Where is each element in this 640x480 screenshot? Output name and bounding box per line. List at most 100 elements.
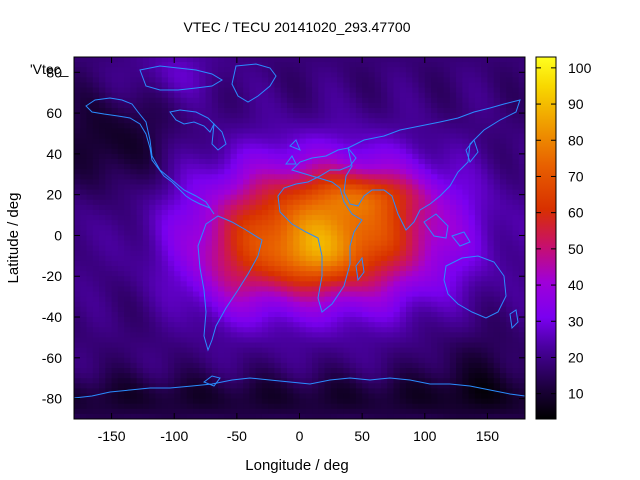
heatmap-cell <box>368 393 376 400</box>
heatmap-cell <box>174 327 182 333</box>
heatmap-cell <box>299 230 307 237</box>
heatmap-cell <box>518 281 525 288</box>
heatmap-cell <box>205 174 213 180</box>
heatmap-cell <box>362 220 369 226</box>
heatmap-cell <box>499 204 507 211</box>
heatmap-cell <box>193 245 200 252</box>
heatmap-cell <box>393 276 401 282</box>
heatmap-cell <box>74 403 81 410</box>
heatmap-cell <box>286 357 294 364</box>
heatmap-cell <box>387 169 395 175</box>
heatmap-cell <box>193 362 200 369</box>
heatmap-cell <box>431 184 438 191</box>
heatmap-cell <box>142 225 150 231</box>
heatmap-cell <box>142 281 150 288</box>
heatmap-cell <box>205 250 213 257</box>
heatmap-cell <box>312 240 319 247</box>
heatmap-cell <box>230 209 238 216</box>
heatmap-cell <box>230 322 238 328</box>
heatmap-cell <box>136 143 144 150</box>
heatmap-cell <box>236 174 244 180</box>
heatmap-cell <box>324 194 332 201</box>
heatmap-cell <box>380 286 388 293</box>
heatmap-cell <box>180 235 188 242</box>
heatmap-cell <box>167 398 175 405</box>
heatmap-cell <box>161 266 169 272</box>
heatmap-cell <box>380 393 388 400</box>
heatmap-cell <box>205 215 213 221</box>
heatmap-cell <box>355 322 363 328</box>
heatmap-cell <box>449 388 457 395</box>
heatmap-cell <box>468 286 476 293</box>
heatmap-cell <box>405 230 413 237</box>
heatmap-cell <box>243 245 250 252</box>
heatmap-cell <box>293 393 301 400</box>
heatmap-cell <box>186 352 194 359</box>
heatmap-cell <box>236 209 244 216</box>
heatmap-cell <box>92 72 100 78</box>
heatmap-cell <box>286 169 294 175</box>
heatmap-cell <box>130 87 138 94</box>
heatmap-cell <box>418 138 426 145</box>
heatmap-cell <box>462 296 470 303</box>
heatmap-cell <box>261 199 269 206</box>
heatmap-cell <box>443 77 451 84</box>
heatmap-cell <box>318 342 326 349</box>
heatmap-cell <box>211 133 219 140</box>
heatmap-cell <box>236 393 244 400</box>
heatmap-cell <box>449 62 457 68</box>
heatmap-cell <box>481 317 489 323</box>
heatmap-cell <box>399 97 407 104</box>
heatmap-cell <box>387 281 395 288</box>
heatmap-cell <box>161 194 169 201</box>
heatmap-cell <box>318 143 326 150</box>
heatmap-cell <box>437 332 445 339</box>
heatmap-cell <box>355 67 363 73</box>
heatmap-cell <box>293 118 301 124</box>
heatmap-cell <box>305 266 313 272</box>
heatmap-cell <box>92 357 100 364</box>
heatmap-cell <box>324 143 332 150</box>
heatmap-cell <box>324 383 332 390</box>
heatmap-cell <box>155 327 163 333</box>
heatmap-cell <box>74 128 81 135</box>
heatmap-cell <box>380 245 388 252</box>
heatmap-cell <box>261 362 269 369</box>
heatmap-cell <box>456 194 463 201</box>
heatmap-cell <box>280 301 288 308</box>
heatmap-cell <box>324 215 332 221</box>
heatmap-cell <box>230 357 238 364</box>
heatmap-cell <box>105 306 113 313</box>
heatmap-cell <box>443 378 451 384</box>
heatmap-cell <box>443 143 451 150</box>
heatmap-cell <box>412 296 420 303</box>
heatmap-cell <box>86 153 94 160</box>
heatmap-cell <box>249 189 257 196</box>
heatmap-cell <box>506 235 514 242</box>
heatmap-cell <box>487 250 495 257</box>
heatmap-cell <box>111 266 119 272</box>
heatmap-cell <box>218 327 225 333</box>
heatmap-cell <box>449 77 457 84</box>
heatmap-cell <box>499 271 507 277</box>
heatmap-cell <box>255 225 263 231</box>
heatmap-cell <box>424 322 432 328</box>
heatmap-cell <box>330 189 338 196</box>
heatmap-cell <box>449 209 457 216</box>
heatmap-cell <box>506 271 514 277</box>
heatmap-cell <box>155 62 163 68</box>
heatmap-cell <box>130 184 138 191</box>
heatmap-cell <box>456 388 463 395</box>
heatmap-cell <box>462 113 470 119</box>
heatmap-cell <box>136 194 144 201</box>
heatmap-cell <box>330 235 338 242</box>
heatmap-cell <box>349 383 357 390</box>
heatmap-cell <box>117 204 125 211</box>
heatmap-cell <box>437 403 445 410</box>
heatmap-cell <box>142 72 150 78</box>
heatmap-cell <box>92 306 100 313</box>
heatmap-cell <box>174 306 182 313</box>
heatmap-cell <box>161 72 169 78</box>
heatmap-cell <box>186 72 194 78</box>
heatmap-cell <box>431 276 438 282</box>
